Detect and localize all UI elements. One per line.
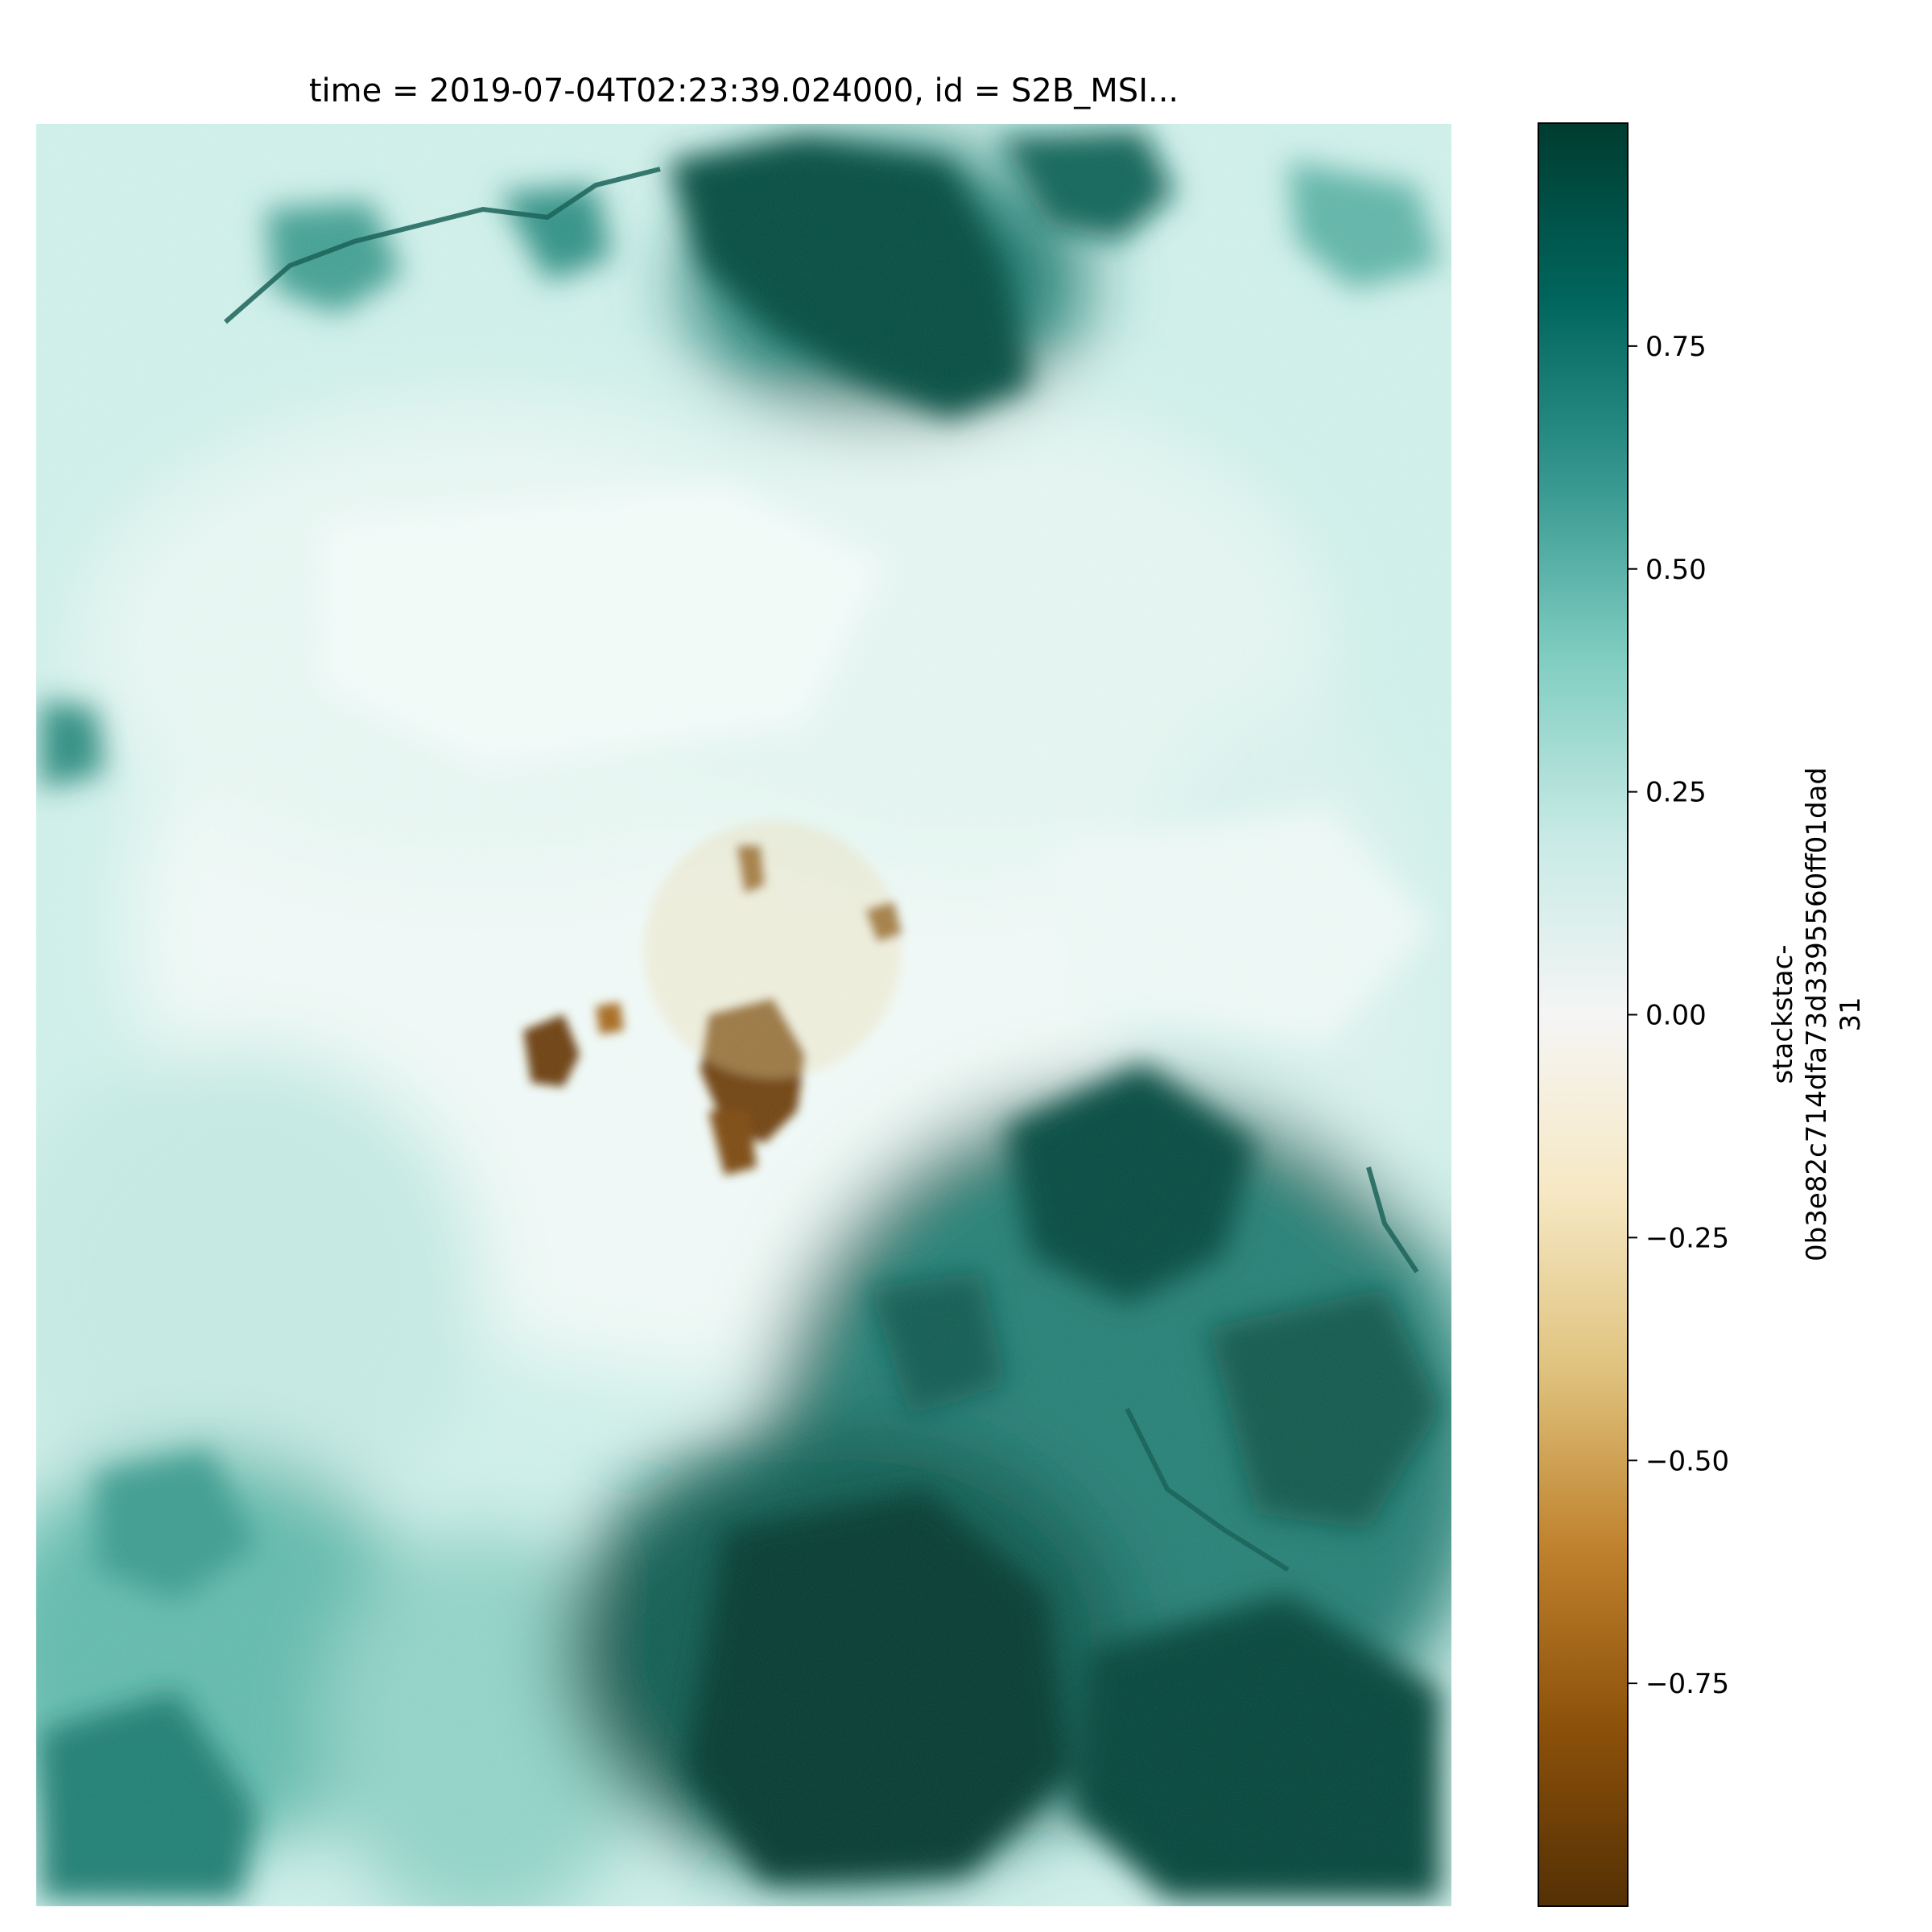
colorbar-ticks: 0.75 0.50 0.25 0.00 −0.25 −0.50 −0.75 [1628, 331, 1729, 1700]
colorbar: 0.75 0.50 0.25 0.00 −0.25 −0.50 −0.75 stacksta… [1538, 122, 1867, 1907]
chart-title: time = 2019-07-04T02:23:39.024000, id = … [309, 72, 1179, 109]
colorbar-tick-label: 0.25 [1645, 777, 1707, 809]
colorbar-tick-label: 0.50 [1645, 554, 1707, 586]
colorbar-tick-label: −0.25 [1645, 1222, 1729, 1254]
colorbar-label-line-3: 31 [1835, 997, 1867, 1031]
colorbar-tick-label: 0.75 [1645, 331, 1707, 363]
colorbar-tick-label: −0.75 [1645, 1668, 1729, 1700]
colorbar-label-line-1: stackstac- [1767, 944, 1799, 1084]
heatmap-image [36, 124, 1451, 1906]
colorbar-tick-label: −0.50 [1645, 1445, 1729, 1477]
colorbar-gradient [1538, 122, 1629, 1907]
colorbar-label: stackstac- 0b3e82c714dfa73d3395560ff01da… [1767, 767, 1867, 1261]
colorbar-tick-label: 0.00 [1645, 1000, 1707, 1032]
colorbar-label-line-2: 0b3e82c714dfa73d3395560ff01dad [1801, 767, 1833, 1261]
